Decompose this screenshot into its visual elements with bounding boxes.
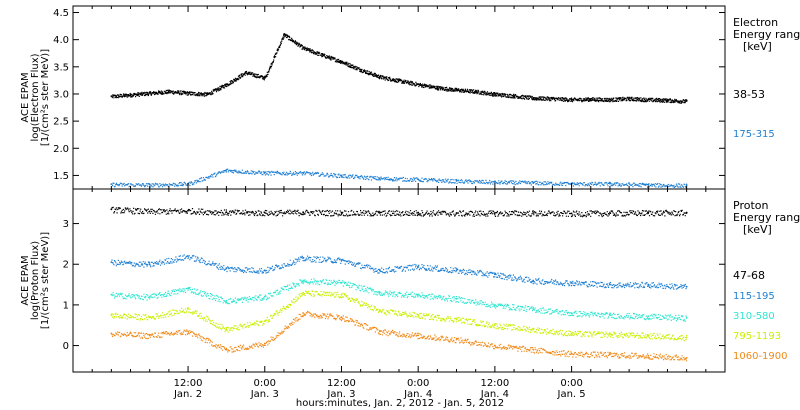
data-point bbox=[570, 332, 573, 335]
series-dots bbox=[111, 33, 688, 104]
data-point bbox=[685, 356, 688, 359]
x-tick-time: 0:00 bbox=[254, 378, 276, 389]
panel-proton-frame bbox=[72, 188, 726, 373]
legend-entry: 310-580 bbox=[733, 311, 775, 322]
x-tick-date: Jan. 3 bbox=[326, 389, 355, 400]
y-tick-label: 3.5 bbox=[53, 62, 69, 73]
y-tick-label: 3 bbox=[63, 219, 69, 230]
data-point bbox=[647, 354, 650, 357]
x-tick-time: 12:00 bbox=[327, 378, 356, 389]
y-axis-label: log(Electron Flux) bbox=[30, 53, 41, 141]
y-tick-label: 1 bbox=[63, 300, 69, 311]
data-point bbox=[187, 330, 189, 333]
data-point bbox=[417, 334, 420, 337]
y-tick-label: 0 bbox=[63, 341, 69, 352]
data-point bbox=[455, 179, 458, 182]
y-axis-label: ACE EPAM bbox=[20, 255, 31, 305]
x-axis-label: hours:minutes, Jan. 2, 2012 - Jan. 5, 20… bbox=[296, 398, 504, 409]
y-tick-label: 3.0 bbox=[53, 89, 69, 100]
legend-entry: 115-195 bbox=[733, 291, 775, 302]
y-axis-label: log(Proton Flux) bbox=[30, 241, 41, 320]
x-tick-time: 0:00 bbox=[407, 378, 429, 389]
x-tick-time: 12:00 bbox=[480, 378, 509, 389]
legend-entry: 795-1193 bbox=[733, 331, 781, 342]
data-point bbox=[647, 315, 650, 318]
data-point bbox=[493, 324, 496, 327]
data-point bbox=[417, 211, 420, 214]
x-tick-date: Jan. 5 bbox=[557, 389, 586, 400]
y-tick-label: 1.5 bbox=[53, 171, 69, 182]
series-dots bbox=[111, 168, 688, 189]
x-tick-date: Jan. 4 bbox=[403, 389, 432, 400]
y-axis-label: [1/(cm²s ster MeV)] bbox=[40, 49, 51, 146]
legend-title: Energy range bbox=[733, 211, 800, 224]
data-point bbox=[493, 273, 496, 276]
data-point bbox=[263, 342, 266, 345]
legend-entry: 1060-1900 bbox=[733, 351, 788, 362]
data-point bbox=[340, 293, 343, 296]
data-point bbox=[685, 336, 688, 339]
data-point bbox=[110, 314, 113, 316]
data-point bbox=[110, 208, 113, 211]
data-point bbox=[110, 332, 113, 335]
series-proton-2 bbox=[110, 278, 688, 322]
y-axis-label: ACE EPAM bbox=[20, 72, 31, 122]
series-dots bbox=[111, 206, 688, 218]
legend-entry: 175-315 bbox=[733, 129, 775, 140]
series-dots bbox=[111, 290, 688, 342]
legend-title: Proton bbox=[733, 199, 768, 212]
series-proton-3 bbox=[110, 290, 688, 342]
series-electron-1 bbox=[110, 168, 688, 189]
data-point bbox=[455, 297, 458, 300]
data-point bbox=[302, 312, 305, 314]
x-tick-date: Jan. 4 bbox=[480, 389, 509, 400]
x-tick-date: Jan. 2 bbox=[173, 389, 202, 400]
legend-title: Electron bbox=[733, 16, 778, 29]
legend-entry: 47-68 bbox=[733, 269, 765, 282]
y-tick-label: 2 bbox=[63, 260, 69, 271]
series-proton-4 bbox=[110, 310, 688, 362]
data-point bbox=[532, 212, 535, 214]
data-point bbox=[455, 269, 458, 272]
data-point bbox=[532, 279, 535, 282]
x-tick-date: Jan. 3 bbox=[250, 389, 279, 400]
data-marks bbox=[110, 33, 688, 362]
legend-entry: 38-53 bbox=[733, 88, 765, 101]
data-point bbox=[225, 299, 228, 302]
y-axis-label: [1/(cm²s ster MeV)] bbox=[40, 232, 51, 329]
series-proton-1 bbox=[110, 254, 688, 290]
y-tick-label: 2.0 bbox=[53, 144, 69, 155]
series-proton-0 bbox=[110, 206, 688, 218]
legend-title: Energy range bbox=[733, 28, 800, 41]
y-tick-label: 4.0 bbox=[53, 35, 69, 46]
data-point bbox=[302, 279, 305, 282]
series-dots bbox=[111, 254, 688, 290]
x-tick-time: 12:00 bbox=[174, 378, 203, 389]
series-electron-0 bbox=[110, 33, 688, 104]
series-dots bbox=[111, 310, 688, 362]
x-tick-time: 0:00 bbox=[560, 378, 582, 389]
y-tick-label: 4.5 bbox=[53, 8, 69, 19]
legend-title: [keV] bbox=[743, 223, 772, 236]
y-tick-label: 2.5 bbox=[53, 117, 69, 128]
data-point bbox=[110, 261, 113, 264]
data-point bbox=[148, 263, 151, 266]
legend-title: [keV] bbox=[743, 40, 772, 53]
